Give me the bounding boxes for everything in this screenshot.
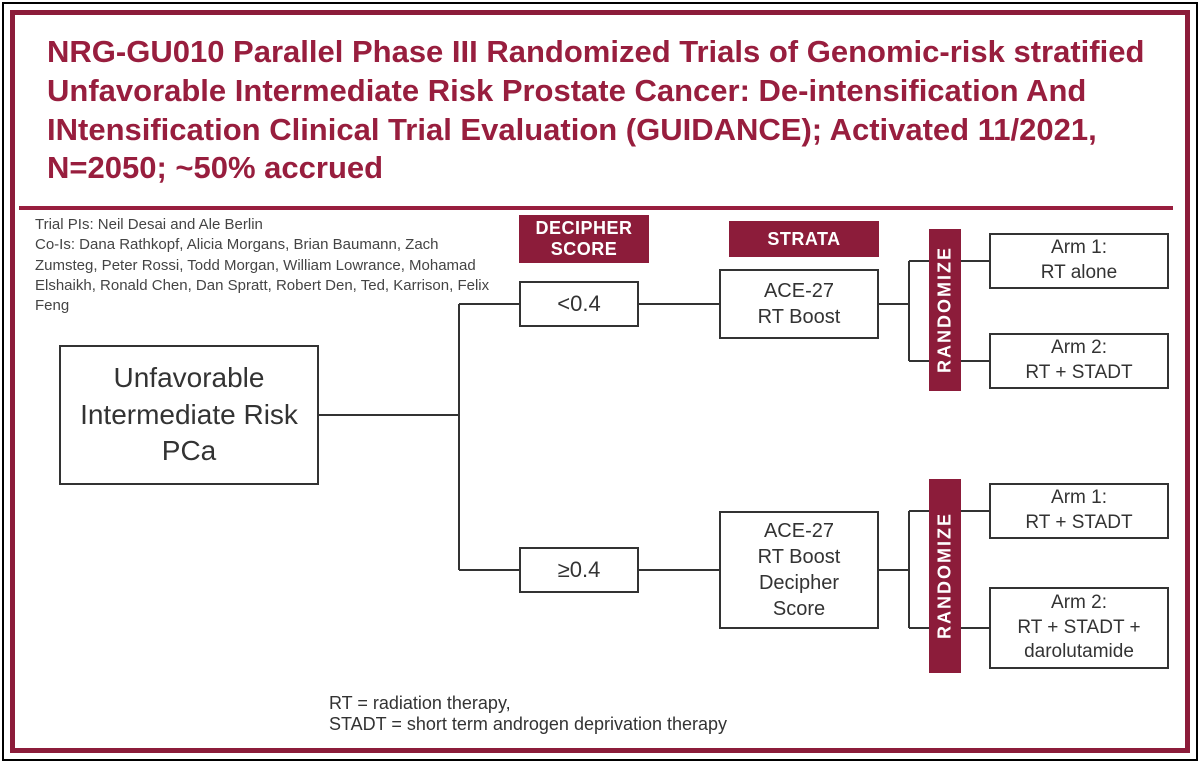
root-population-box: Unfavorable Intermediate Risk PCa [59, 345, 319, 485]
decipher-high-threshold-box: ≥0.4 [519, 547, 639, 593]
strata-high-box: ACE-27RT BoostDecipherScore [719, 511, 879, 629]
strata-header: STRATA [729, 221, 879, 257]
inner-frame: NRG-GU010 Parallel Phase III Randomized … [10, 10, 1190, 753]
randomize-badge-low: RANDOMIZE [929, 229, 961, 391]
arm-high-2-box: Arm 2:RT + STADT +darolutamide [989, 587, 1169, 669]
arm-high-1-box: Arm 1:RT + STADT [989, 483, 1169, 539]
arm-low-1-box: Arm 1:RT alone [989, 233, 1169, 289]
arm-low-2-box: Arm 2:RT + STADT [989, 333, 1169, 389]
outer-frame: NRG-GU010 Parallel Phase III Randomized … [2, 2, 1198, 761]
abbreviation-legend: RT = radiation therapy,STADT = short ter… [329, 693, 727, 735]
decipher-score-header: DECIPHERSCORE [519, 215, 649, 263]
strata-low-box: ACE-27RT Boost [719, 269, 879, 339]
investigators-text: Trial PIs: Neil Desai and Ale BerlinCo-I… [35, 215, 495, 316]
decipher-low-threshold-box: <0.4 [519, 281, 639, 327]
randomize-badge-high: RANDOMIZE [929, 479, 961, 673]
trial-title: NRG-GU010 Parallel Phase III Randomized … [19, 15, 1173, 210]
trial-schema-diagram: Trial PIs: Neil Desai and Ale BerlinCo-I… [29, 215, 1171, 738]
